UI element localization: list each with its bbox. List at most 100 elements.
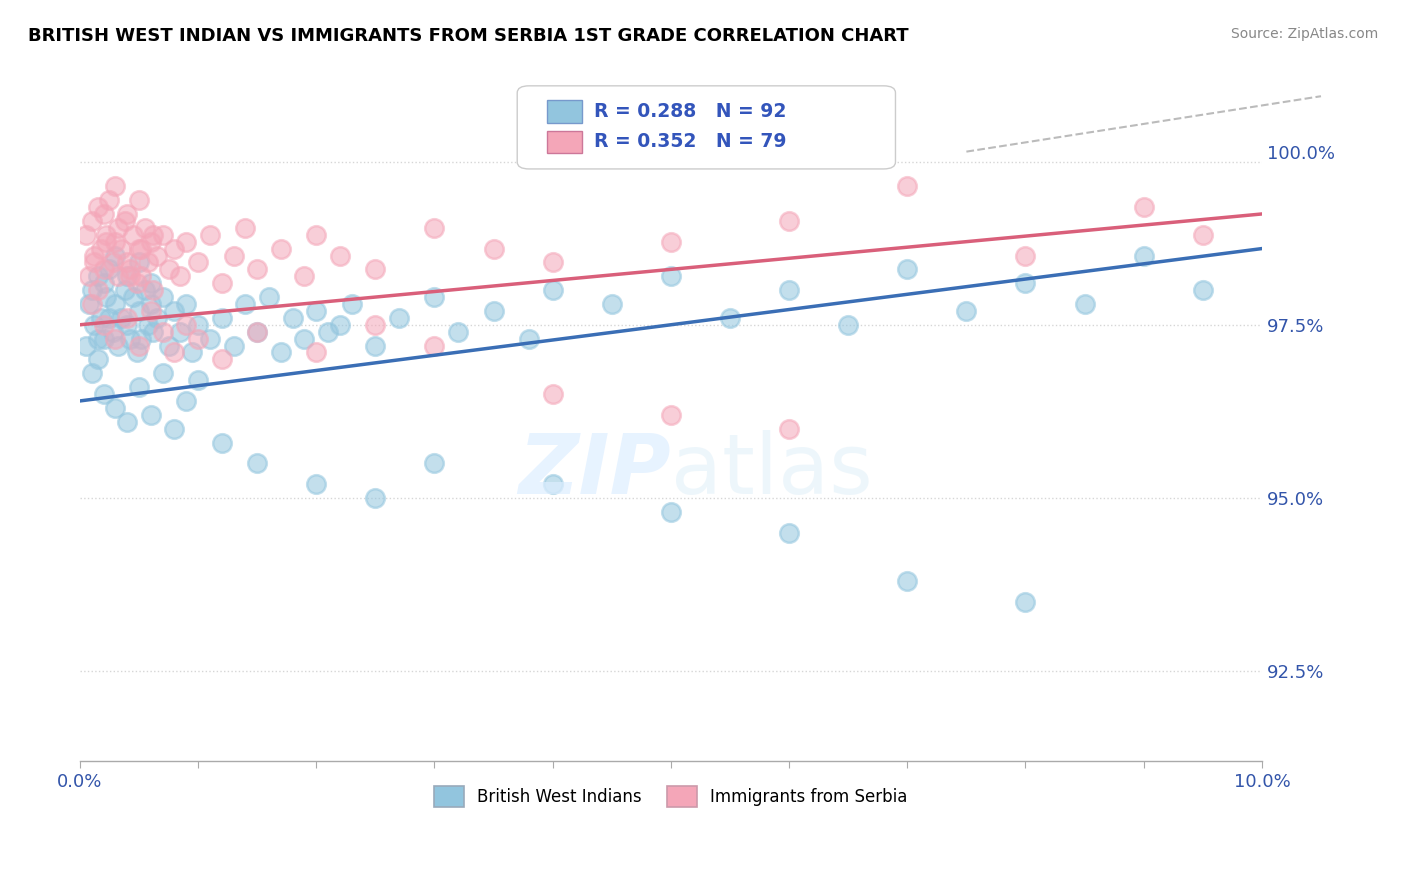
- Point: [139, 277, 162, 291]
- Point: [118, 262, 141, 277]
- Point: [93, 262, 115, 277]
- Point: [174, 318, 197, 332]
- Point: [104, 401, 127, 415]
- Text: ZIP: ZIP: [519, 430, 671, 511]
- Point: [1014, 277, 1036, 291]
- Point: [329, 248, 352, 262]
- Point: [222, 338, 245, 352]
- Point: [482, 304, 505, 318]
- Bar: [547, 101, 582, 122]
- Point: [86, 352, 108, 367]
- Point: [107, 269, 129, 284]
- Point: [131, 242, 153, 256]
- Point: [211, 310, 233, 325]
- Point: [110, 310, 132, 325]
- Point: [1014, 595, 1036, 609]
- Point: [778, 283, 800, 297]
- Point: [778, 422, 800, 436]
- Point: [80, 283, 103, 297]
- Point: [115, 269, 138, 284]
- Point: [294, 332, 316, 346]
- Point: [75, 338, 97, 352]
- Point: [281, 310, 304, 325]
- Point: [134, 220, 156, 235]
- Point: [104, 179, 127, 194]
- Point: [128, 338, 150, 352]
- Point: [211, 435, 233, 450]
- Point: [93, 277, 115, 291]
- Point: [86, 332, 108, 346]
- Point: [128, 193, 150, 207]
- Point: [118, 269, 141, 284]
- Point: [142, 227, 165, 242]
- Point: [169, 269, 191, 284]
- Point: [181, 345, 204, 359]
- Point: [145, 248, 167, 262]
- Point: [198, 332, 221, 346]
- Point: [896, 262, 918, 277]
- Point: [388, 310, 411, 325]
- Point: [157, 338, 180, 352]
- Point: [79, 269, 101, 284]
- Point: [134, 283, 156, 297]
- Legend: British West Indians, Immigrants from Serbia: British West Indians, Immigrants from Se…: [426, 778, 917, 815]
- Point: [270, 345, 292, 359]
- Point: [139, 297, 162, 311]
- Point: [118, 332, 141, 346]
- Point: [98, 262, 121, 277]
- Text: BRITISH WEST INDIAN VS IMMIGRANTS FROM SERBIA 1ST GRADE CORRELATION CHART: BRITISH WEST INDIAN VS IMMIGRANTS FROM S…: [28, 27, 908, 45]
- Point: [423, 220, 446, 235]
- Point: [211, 352, 233, 367]
- Point: [187, 255, 209, 269]
- Point: [104, 332, 127, 346]
- Point: [1191, 227, 1213, 242]
- Point: [152, 366, 174, 380]
- Point: [778, 214, 800, 228]
- Bar: [547, 131, 582, 153]
- Point: [1132, 248, 1154, 262]
- Point: [139, 304, 162, 318]
- Point: [718, 310, 741, 325]
- Point: [423, 456, 446, 470]
- Point: [211, 277, 233, 291]
- Point: [93, 318, 115, 332]
- Point: [86, 283, 108, 297]
- Point: [115, 207, 138, 221]
- Point: [128, 380, 150, 394]
- FancyBboxPatch shape: [517, 86, 896, 169]
- Point: [83, 255, 105, 269]
- Point: [659, 269, 682, 284]
- Point: [104, 235, 127, 249]
- Point: [1132, 200, 1154, 214]
- Point: [94, 227, 117, 242]
- Point: [896, 574, 918, 588]
- Point: [142, 325, 165, 339]
- Point: [75, 227, 97, 242]
- Point: [235, 297, 257, 311]
- Point: [305, 345, 328, 359]
- Point: [138, 255, 160, 269]
- Point: [541, 387, 564, 401]
- Point: [80, 297, 103, 311]
- Point: [659, 235, 682, 249]
- Point: [423, 290, 446, 304]
- Point: [1014, 248, 1036, 262]
- Point: [222, 248, 245, 262]
- Point: [152, 227, 174, 242]
- Point: [139, 235, 162, 249]
- Point: [80, 214, 103, 228]
- Point: [174, 297, 197, 311]
- Point: [257, 290, 280, 304]
- Point: [98, 310, 121, 325]
- Point: [187, 318, 209, 332]
- Point: [305, 227, 328, 242]
- Point: [79, 297, 101, 311]
- Point: [541, 283, 564, 297]
- Point: [235, 220, 257, 235]
- Point: [104, 248, 127, 262]
- Point: [447, 325, 470, 339]
- Point: [115, 415, 138, 429]
- Point: [115, 310, 138, 325]
- Point: [541, 255, 564, 269]
- Point: [340, 297, 363, 311]
